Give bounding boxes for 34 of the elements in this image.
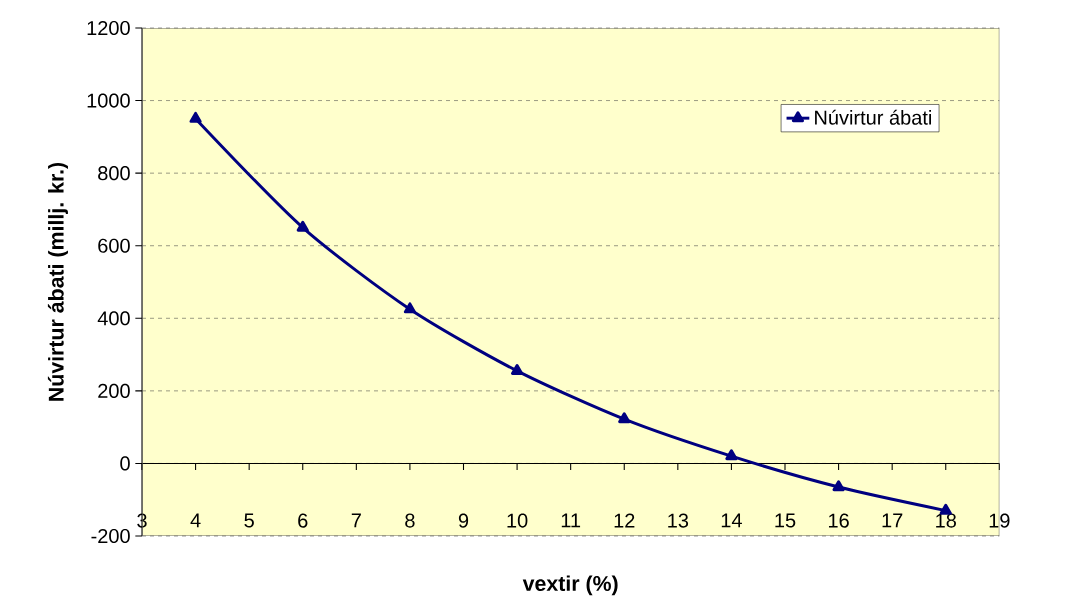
x-tick-label: 15 xyxy=(775,513,796,528)
point xyxy=(189,111,202,123)
x-tick-label: 11 xyxy=(561,513,581,528)
legend-label: Núvirtur ábati xyxy=(815,109,931,125)
x-tick-label: 6 xyxy=(298,513,308,528)
y-tick-label: 0 xyxy=(120,456,130,471)
x-tick-label: 17 xyxy=(882,513,903,528)
x-tick-label: 19 xyxy=(989,513,1010,528)
x-tick-label: 16 xyxy=(828,513,849,528)
point xyxy=(725,449,738,461)
y-tick-label: 800 xyxy=(98,166,130,181)
x-tick-label: 18 xyxy=(936,513,956,528)
point xyxy=(832,480,845,492)
y-tick-label: -200 xyxy=(91,528,130,544)
x-tick-label: 8 xyxy=(405,513,415,528)
x-tick-label: 7 xyxy=(351,513,361,528)
point xyxy=(510,364,524,376)
x-tick-label: 4 xyxy=(190,513,201,528)
x-tick-label: 9 xyxy=(458,513,469,528)
y-tick-label: 1200 xyxy=(87,20,130,36)
y-axis-title: Núvirtur ábati (millj. kr.) xyxy=(47,162,68,401)
x-tick-label: 10 xyxy=(507,513,528,528)
point xyxy=(403,302,417,314)
y-tick-label: 200 xyxy=(98,383,130,398)
y-tick-label: 400 xyxy=(97,311,130,326)
x-tick-label: 13 xyxy=(668,513,689,528)
x-axis-title: vextir (%) xyxy=(522,575,618,596)
point xyxy=(296,220,309,232)
x-tick-label: 14 xyxy=(721,513,742,528)
x-tick-label: 5 xyxy=(244,513,254,528)
point xyxy=(618,412,631,424)
x-tick-label: 12 xyxy=(614,513,635,528)
y-tick-label: 1000 xyxy=(87,93,130,108)
y-tick-label: 600 xyxy=(98,238,130,253)
